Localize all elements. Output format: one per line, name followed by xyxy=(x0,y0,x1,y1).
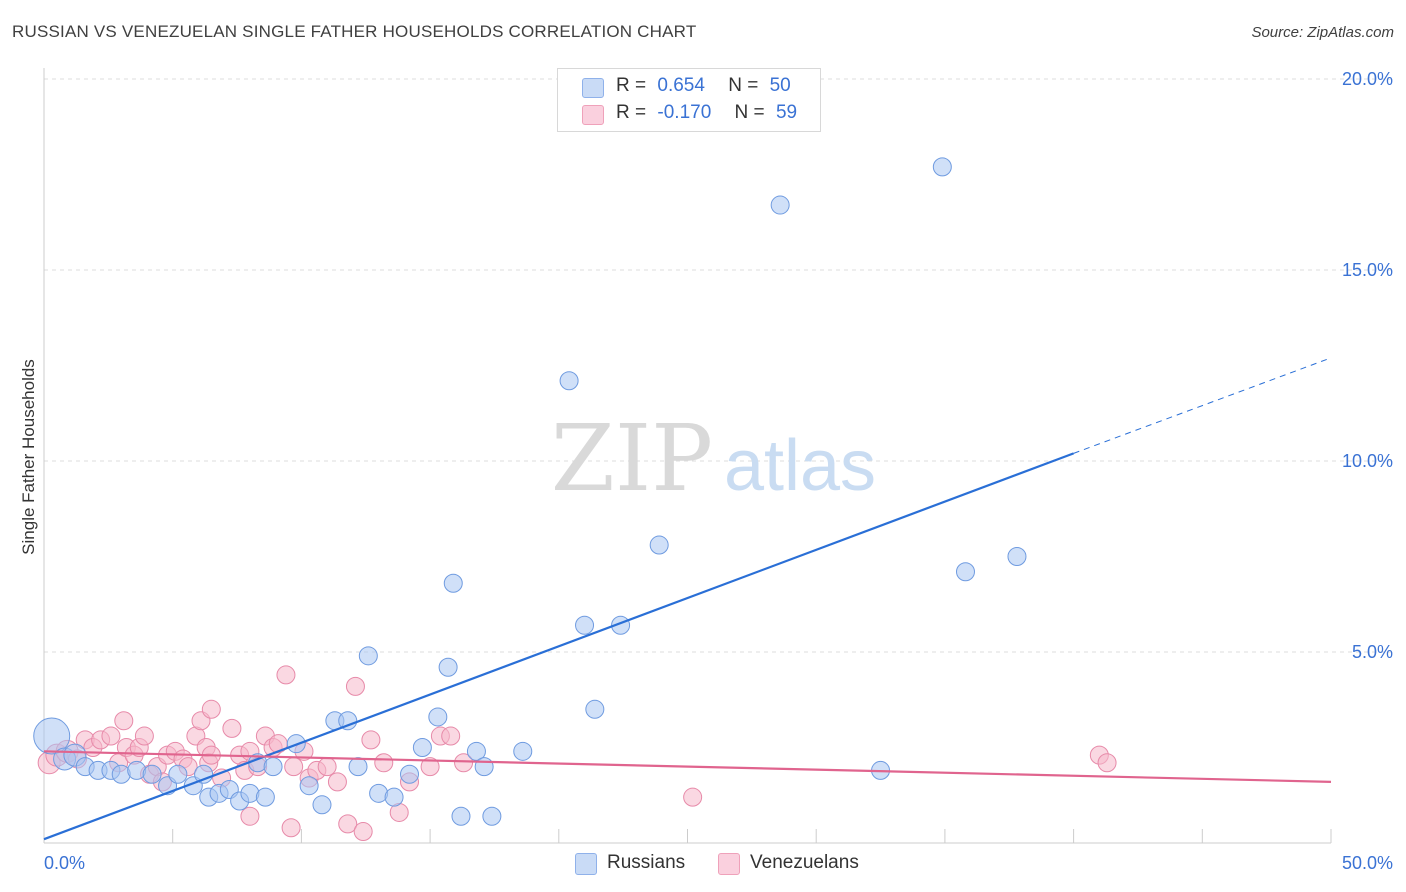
russians-point xyxy=(384,787,404,807)
legend-n-label: N = xyxy=(734,102,765,123)
legend-n-value: 50 xyxy=(769,75,791,96)
russians-point xyxy=(438,657,458,677)
grid-lines: 5.0% 10.0% 15.0% 20.0% xyxy=(44,69,1393,662)
venezuelans-point xyxy=(454,753,474,773)
russians-point xyxy=(348,757,368,777)
venezuelans-trend-line xyxy=(43,750,1332,783)
russians-point xyxy=(168,764,188,784)
russians-point xyxy=(312,795,332,815)
y-axis-label: Single Father Households xyxy=(19,359,38,555)
venezuelans-point xyxy=(327,772,347,792)
russians-point xyxy=(412,738,432,757)
venezuelans-point xyxy=(134,726,154,746)
russians-point xyxy=(338,711,358,731)
venezuelans-point xyxy=(276,665,296,685)
russians-point xyxy=(932,157,952,177)
russians-point xyxy=(263,757,283,777)
russians-point xyxy=(513,741,533,761)
venezuelans-point xyxy=(345,676,365,696)
russians-point xyxy=(358,646,378,666)
russians-point xyxy=(466,741,486,761)
russians-point xyxy=(575,615,595,635)
russians-point xyxy=(33,717,71,755)
russians-point xyxy=(770,195,790,215)
russians-trend-extension xyxy=(1073,357,1332,454)
russians-point xyxy=(451,806,471,826)
legend-swatch-venezuelans xyxy=(582,105,604,125)
legend-r-value: -0.170 xyxy=(657,102,712,123)
russians-point xyxy=(482,806,502,826)
trend-lines xyxy=(43,357,1332,841)
y-tick-label: 15.0% xyxy=(1342,260,1393,280)
legend-n-value: 59 xyxy=(775,102,798,123)
russians-point xyxy=(474,757,494,777)
bottom-legend-swatch-venezuelans xyxy=(718,853,740,875)
legend-swatch-russians xyxy=(582,78,604,98)
venezuelans-point xyxy=(361,730,381,750)
chart-title: RUSSIAN VS VENEZUELAN SINGLE FATHER HOUS… xyxy=(12,22,697,41)
russians-point xyxy=(1007,547,1027,566)
y-tick-label: 20.0% xyxy=(1342,69,1393,89)
russians-point xyxy=(255,787,275,807)
venezuelans-point xyxy=(101,726,121,746)
russians-trend-line xyxy=(43,452,1074,841)
russians-point xyxy=(443,573,463,593)
venezuelans-point xyxy=(1097,753,1117,773)
venezuelans-point xyxy=(683,787,703,807)
russians-point xyxy=(400,764,420,784)
venezuelans-point xyxy=(222,718,242,738)
russians-point xyxy=(559,371,579,391)
venezuelans-point xyxy=(281,818,301,838)
bottom-legend-swatch-russians xyxy=(575,853,597,875)
legend: R = 0.654 N = 50 R = -0.170 N = 59 xyxy=(557,68,821,132)
venezuelans-point xyxy=(338,814,358,834)
legend-r-label: R = xyxy=(616,102,647,123)
venezuelans-point xyxy=(441,726,461,746)
venezuelans-point xyxy=(353,822,373,842)
legend-r-label: R = xyxy=(616,75,647,96)
venezuelans-point xyxy=(284,757,304,777)
venezuelans-point xyxy=(201,699,221,719)
venezuelans-point xyxy=(374,753,394,773)
y-tick-label: 5.0% xyxy=(1352,642,1393,662)
x-tick-label: 0.0% xyxy=(44,853,85,873)
venezuelans-point xyxy=(317,757,337,777)
russians-point xyxy=(585,699,605,719)
axes: 0.0% 50.0% xyxy=(43,68,1393,873)
source-label: Source: ZipAtlas.com xyxy=(1251,24,1394,41)
x-tick-label: 50.0% xyxy=(1342,853,1393,873)
russians-point xyxy=(955,562,975,582)
legend-r-value: 0.654 xyxy=(657,75,705,96)
venezuelans-point xyxy=(420,757,440,777)
watermark-atlas: atlas xyxy=(724,426,876,506)
russians-point xyxy=(649,535,669,555)
russians-point xyxy=(428,707,448,727)
venezuelans-point xyxy=(240,806,260,826)
y-tick-label: 10.0% xyxy=(1342,451,1393,471)
russians-point xyxy=(299,776,319,796)
watermark-zip: ZIP xyxy=(551,405,713,512)
bottom-legend-label-russians: Russians xyxy=(607,852,686,873)
russians-point xyxy=(142,764,162,784)
bottom-legend-label-venezuelans: Venezuelans xyxy=(750,852,859,873)
venezuelans-point xyxy=(114,711,134,731)
legend-n-label: N = xyxy=(728,75,759,96)
